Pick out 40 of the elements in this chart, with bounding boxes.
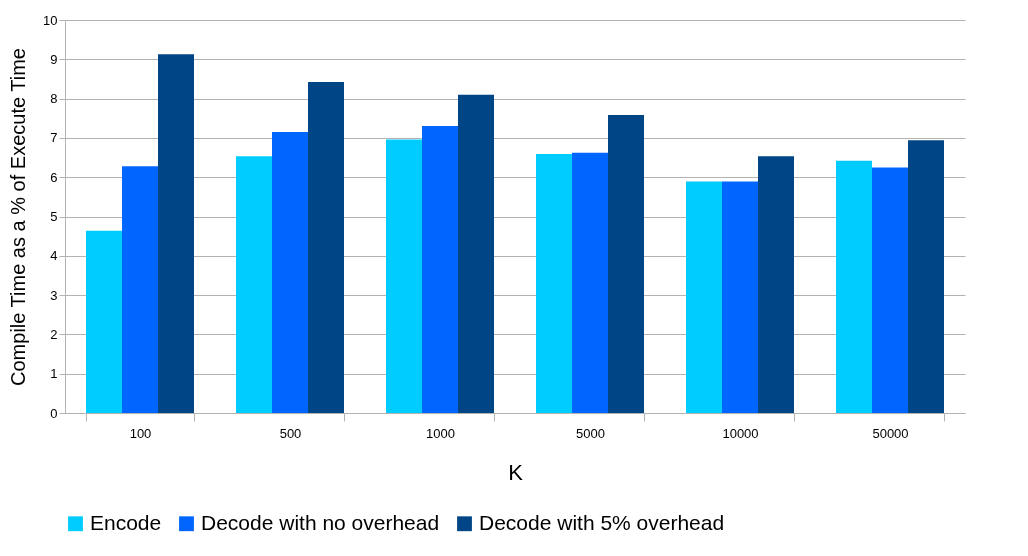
bar	[836, 160, 872, 413]
y-tick-label: 5	[50, 209, 58, 224]
x-tick-label: 5000	[576, 425, 605, 441]
y-tick-label: 2	[50, 326, 58, 342]
bar	[536, 154, 572, 413]
y-tick-label: 0	[50, 405, 58, 421]
bar	[722, 181, 758, 413]
x-tick-label: 500	[279, 425, 302, 441]
y-axis-title: Compile Time as a % of Execute Time	[7, 48, 30, 386]
x-tick-label: 50000	[872, 425, 909, 441]
legend-label: Encode	[90, 510, 162, 534]
bar	[908, 140, 944, 413]
x-tick-label: 1000	[426, 425, 455, 441]
y-tick-label: 6	[50, 169, 58, 185]
bar	[608, 115, 644, 413]
bar	[86, 230, 122, 413]
bar	[872, 167, 908, 413]
bar	[458, 94, 494, 413]
legend-label: Decode with no overhead	[201, 510, 440, 534]
y-tick-label: 4	[50, 248, 58, 264]
x-tick-label: 100	[129, 425, 152, 441]
y-tick-label: 7	[50, 130, 58, 146]
bar	[758, 156, 794, 413]
y-tick-label: 10	[43, 12, 58, 28]
bar	[386, 139, 422, 413]
legend-label: Decode with 5% overhead	[479, 510, 725, 534]
bar	[308, 82, 344, 413]
bar	[686, 181, 722, 413]
bar	[572, 152, 608, 413]
y-tick-label: 3	[50, 287, 58, 303]
bar	[158, 54, 194, 413]
y-tick-label: 1	[50, 366, 58, 382]
y-tick-label: 8	[50, 91, 58, 107]
bar	[422, 126, 458, 413]
y-tick-label: 9	[50, 51, 58, 67]
x-tick-label: 10000	[722, 425, 759, 441]
x-axis-title: K	[508, 459, 524, 485]
bar	[122, 166, 158, 413]
bar	[236, 156, 272, 413]
bar	[272, 132, 308, 413]
